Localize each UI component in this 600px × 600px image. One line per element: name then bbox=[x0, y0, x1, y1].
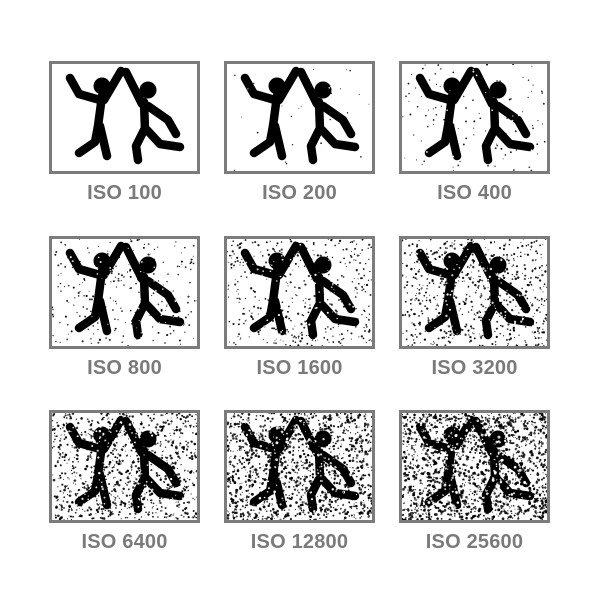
noise-speckles bbox=[402, 64, 546, 171]
high-five-figures-icon bbox=[402, 64, 546, 171]
iso-panel-6: ISO 3200 bbox=[399, 236, 550, 380]
iso-frame bbox=[49, 236, 200, 349]
noise-speckles bbox=[52, 413, 197, 520]
figure-group bbox=[65, 241, 185, 340]
noise-speckles bbox=[227, 239, 372, 346]
iso-panel-1: ISO 100 bbox=[49, 61, 200, 205]
iso-label: ISO 800 bbox=[87, 357, 162, 379]
iso-label: ISO 3200 bbox=[431, 357, 518, 379]
iso-frame bbox=[49, 61, 200, 174]
noise-speckles bbox=[402, 413, 547, 520]
noise-speckles bbox=[52, 239, 197, 346]
high-five-figures-icon bbox=[52, 413, 197, 520]
iso-label: ISO 25600 bbox=[425, 531, 524, 553]
iso-panel-9: ISO 25600 bbox=[399, 410, 550, 554]
high-five-figures-icon bbox=[227, 239, 372, 346]
iso-panel-7: ISO 6400 bbox=[49, 410, 200, 554]
iso-frame bbox=[224, 236, 375, 349]
iso-panel-5: ISO 1600 bbox=[224, 236, 375, 380]
high-five-figures-icon bbox=[402, 413, 547, 520]
high-five-figures-icon bbox=[228, 64, 372, 171]
noise-speckles bbox=[402, 239, 547, 346]
iso-panel-3: ISO 400 bbox=[399, 61, 550, 205]
noise-speckles bbox=[227, 413, 372, 520]
figure-group bbox=[240, 66, 360, 165]
figure-group bbox=[240, 241, 360, 340]
iso-frame bbox=[399, 236, 550, 349]
iso-panel-2: ISO 200 bbox=[224, 61, 375, 205]
figure-group bbox=[65, 66, 185, 165]
iso-label: ISO 200 bbox=[262, 182, 337, 204]
high-five-figures-icon bbox=[52, 239, 197, 346]
iso-label: ISO 400 bbox=[437, 182, 512, 204]
iso-panel-8: ISO 12800 bbox=[224, 410, 375, 554]
iso-label: ISO 1600 bbox=[256, 357, 343, 379]
iso-frame bbox=[49, 410, 200, 523]
high-five-figures-icon bbox=[65, 66, 185, 165]
high-five-figures-icon bbox=[227, 413, 372, 520]
noise-speckles bbox=[228, 64, 372, 171]
iso-frame bbox=[399, 61, 550, 174]
iso-label: ISO 6400 bbox=[81, 531, 168, 553]
iso-label: ISO 100 bbox=[87, 182, 162, 204]
iso-frame bbox=[224, 61, 375, 174]
high-five-figures-icon bbox=[402, 239, 547, 346]
iso-frame bbox=[399, 410, 550, 523]
iso-panel-4: ISO 800 bbox=[49, 236, 200, 380]
iso-frame bbox=[224, 410, 375, 523]
iso-label: ISO 12800 bbox=[250, 531, 349, 553]
